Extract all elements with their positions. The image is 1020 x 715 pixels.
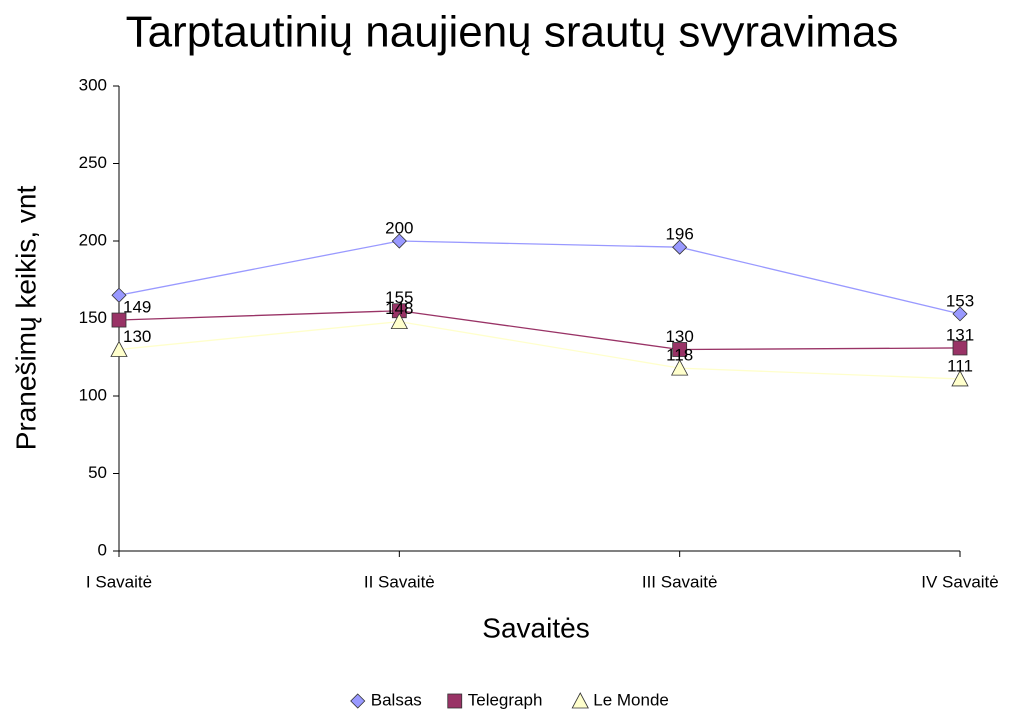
chart-title: Tarptautinių naujienų srautų svyravimas (126, 8, 899, 57)
series-line (118, 320, 961, 380)
data-point (952, 306, 968, 322)
data-point (951, 370, 969, 387)
data-label: 131 (946, 325, 974, 344)
data-point (391, 233, 407, 249)
y-tick-label: 150 (79, 308, 107, 327)
data-label: 111 (947, 356, 973, 375)
legend-item: Le Monde (571, 690, 669, 709)
data-point (111, 312, 127, 328)
legend-marker (571, 692, 589, 709)
x-axis-label: Savaitės (482, 612, 589, 643)
y-tick-label: 300 (79, 75, 107, 94)
data-point (390, 312, 409, 330)
y-tick-label: 0 (98, 540, 107, 559)
legend-label: Le Monde (593, 690, 669, 709)
data-point (672, 239, 688, 255)
data-label: 200 (385, 218, 413, 237)
data-label: 196 (665, 225, 693, 244)
x-tick-label: I Savaitė (86, 572, 152, 591)
data-label: 130 (665, 327, 693, 346)
legend-marker (447, 693, 463, 709)
series-line (118, 240, 961, 315)
data-label: 155 (385, 288, 413, 307)
data-point (111, 287, 127, 303)
legend-marker (350, 693, 366, 709)
data-label: 118 (666, 346, 693, 365)
y-tick-label: 200 (79, 230, 107, 249)
data-label: 153 (946, 291, 974, 310)
series-line (118, 310, 961, 351)
y-axis-label: Pranešimų keikis, vnt (10, 186, 41, 451)
x-tick-label: II Savaitė (364, 572, 435, 591)
legend-item: Telegraph (447, 690, 543, 709)
data-label: 149 (123, 298, 151, 317)
data-label: 130 (123, 327, 151, 346)
data-point (110, 340, 128, 357)
x-tick-label: III Savaitė (642, 572, 718, 591)
legend-label: Balsas (371, 690, 422, 709)
data-point (952, 340, 968, 356)
legend-item: Balsas (350, 690, 422, 709)
x-tick-label: IV Savaitė (921, 572, 999, 591)
data-point (671, 359, 689, 376)
data-point (672, 342, 688, 357)
y-tick-label: 50 (88, 463, 107, 482)
y-tick-label: 250 (79, 153, 107, 172)
legend-label: Telegraph (468, 690, 543, 709)
data-label: 148 (385, 299, 413, 318)
y-tick-label: 100 (79, 385, 107, 404)
